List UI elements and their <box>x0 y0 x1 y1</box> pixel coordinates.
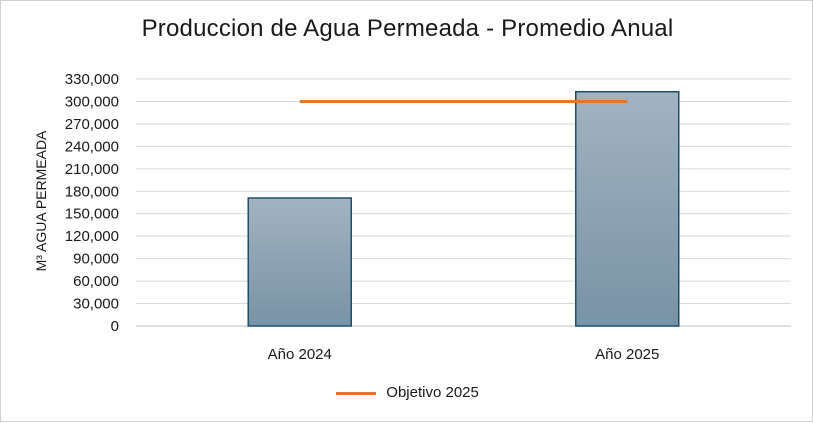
legend-label-objetivo: Objetivo 2025 <box>386 384 479 401</box>
y-tick-label: 0 <box>111 318 119 335</box>
y-tick-label: 300,000 <box>65 93 119 110</box>
legend-swatch-objetivo <box>336 391 377 395</box>
y-tick-label: 180,000 <box>65 183 119 200</box>
x-tick-label: Año 2025 <box>595 346 659 363</box>
bar-1 <box>247 197 352 327</box>
bar-2 <box>575 90 680 327</box>
y-tick-label: 240,000 <box>65 138 119 155</box>
y-tick-label: 270,000 <box>65 116 119 133</box>
y-tick-label: 120,000 <box>65 228 119 245</box>
y-tick-label: 30,000 <box>73 296 119 313</box>
y-tick-label: 330,000 <box>65 71 119 88</box>
y-tick-label: 60,000 <box>73 273 119 290</box>
y-tick-label: 210,000 <box>65 161 119 178</box>
chart-title: Produccion de Agua Permeada - Promedio A… <box>141 15 674 42</box>
y-tick-label: 150,000 <box>65 206 119 223</box>
y-tick-label: 90,000 <box>73 251 119 268</box>
legend: Objetivo 2025 <box>1 384 813 401</box>
x-tick-label: Año 2024 <box>268 346 332 363</box>
